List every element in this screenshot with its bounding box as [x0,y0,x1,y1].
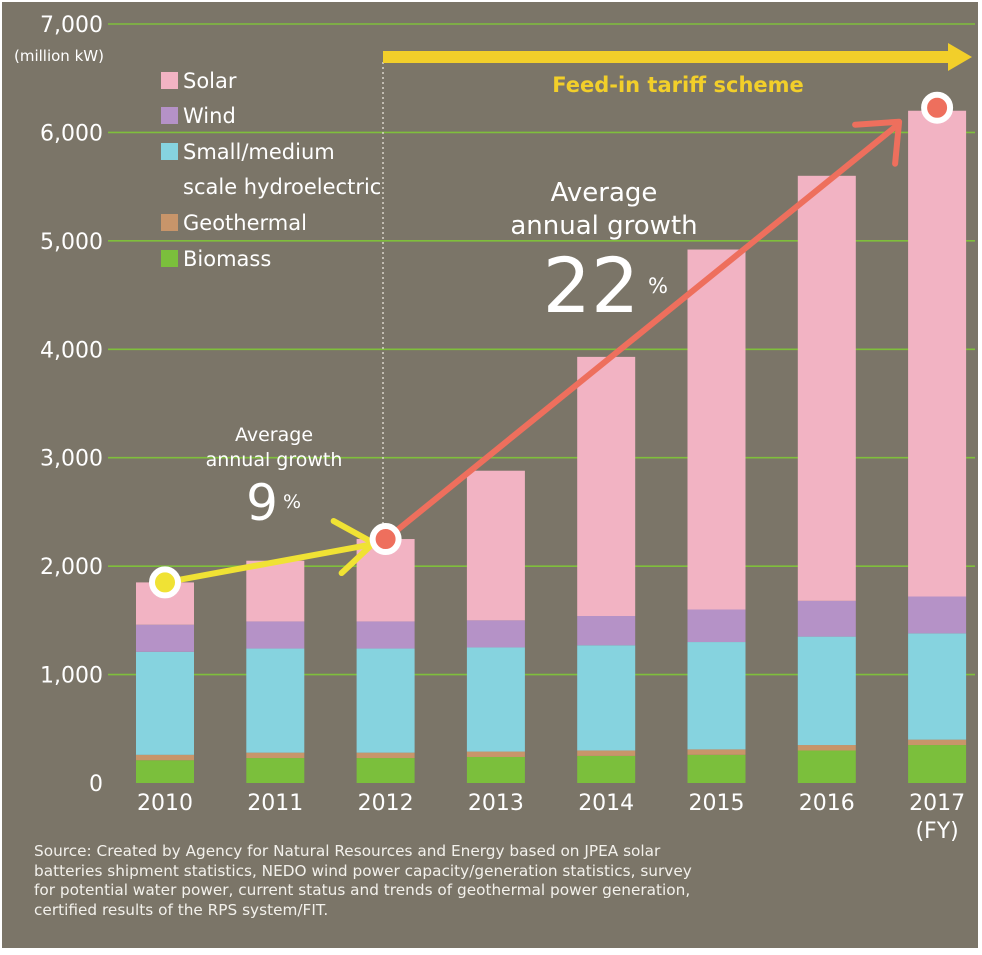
bar-segment-biomass [797,750,856,783]
bar-segment-wind [136,624,194,652]
bar-segment-small-medium-scale-hydroelectric [908,633,967,740]
bar-segment-solar [466,470,525,621]
bar-segment-solar [577,356,636,617]
growth-2-percent: % [648,274,668,298]
bar-segment-biomass [246,758,305,783]
growth-1-label: Average [235,424,313,446]
y-tick-label: 5,000 [40,230,103,255]
legend-label: Geothermal [183,211,307,235]
growth-1-label: annual growth [206,449,343,471]
legend-label: Biomass [183,247,271,271]
bar-segment-small-medium-scale-hydroelectric [577,645,636,751]
y-tick-label: 7,000 [40,13,103,38]
y-tick-label: 4,000 [40,338,103,363]
bar-segment-biomass [687,754,746,783]
bar-segment-biomass [356,758,415,783]
growth-1-percent: % [283,491,301,513]
bar-segment-small-medium-scale-hydroelectric [356,648,415,753]
bar-segment-biomass [136,760,194,783]
legend-swatch [161,214,178,231]
bar-segment-small-medium-scale-hydroelectric [136,651,194,755]
bar-segment-small-medium-scale-hydroelectric [687,642,746,750]
bar-segment-solar [908,110,967,597]
y-tick-label: 0 [89,772,103,797]
legend-label: scale hydroelectric [183,175,381,199]
x-tick-label: 2011 [247,791,303,816]
x-tick-label: 2013 [468,791,524,816]
bar-segment-solar [687,249,746,610]
fit-label: Feed-in tariff scheme [552,73,804,97]
y-unit-label: (million kW) [14,47,104,65]
marker-2012 [369,523,402,556]
x-tick-label: 2012 [358,791,414,816]
bar-segment-small-medium-scale-hydroelectric [797,636,856,746]
bar-segment-geothermal [687,749,746,755]
fit-arrow-shaft [383,51,950,63]
legend-label: Wind [183,104,236,128]
bar-segment-biomass [577,755,636,783]
bar-segment-geothermal [797,745,856,751]
legend-swatch [161,143,178,160]
legend-swatch [161,250,178,267]
bar-segment-solar [246,560,305,622]
bar-segment-solar [797,175,856,601]
legend-swatch [161,72,178,89]
y-tick-label: 3,000 [40,447,103,472]
x-tick-label: 2014 [578,791,634,816]
legend-label: Small/medium [183,140,335,164]
growth-arrow-1 [164,541,375,586]
x-tick-suffix: (FY) [915,819,958,844]
bar-segment-wind [577,616,636,646]
bar-segment-geothermal [136,754,194,761]
bar-segment-geothermal [356,752,415,759]
bar-segment-geothermal [908,739,967,746]
bar-segment-wind [908,596,967,634]
bar-segment-wind [466,620,525,648]
y-tick-label: 1,000 [40,664,103,689]
bar-segment-wind [246,621,305,649]
marker-2017 [921,91,954,124]
x-tick-label: 2016 [799,791,855,816]
legend-swatch [161,107,178,124]
bar-segment-geothermal [466,751,525,757]
bar-segment-wind [687,609,746,643]
bar-segment-wind [797,600,856,637]
x-tick-label: 2015 [689,791,745,816]
source-note: Source: Created by Agency for Natural Re… [34,842,692,919]
legend-label: Solar [183,69,237,93]
bar-segment-geothermal [246,752,305,759]
x-tick-label: 2017 [909,791,965,816]
bar-segment-small-medium-scale-hydroelectric [466,647,525,752]
growth-2-value: 22 [543,241,640,330]
bar-segment-biomass [908,745,967,783]
bar-segment-geothermal [577,750,636,756]
growth-arrow-2-head [852,118,903,167]
marker-2010 [149,566,181,599]
bar-segment-wind [356,621,415,649]
bar-segment-biomass [466,756,525,783]
growth-1-value: 9 [246,474,278,532]
y-tick-label: 2,000 [40,555,103,580]
bar-segment-small-medium-scale-hydroelectric [246,648,305,753]
x-tick-label: 2010 [137,791,193,816]
growth-2-label: annual growth [510,211,697,241]
growth-arrow-2 [391,121,901,536]
growth-2-label: Average [551,178,658,208]
y-tick-label: 6,000 [40,121,103,146]
fit-arrow-head [948,43,972,71]
